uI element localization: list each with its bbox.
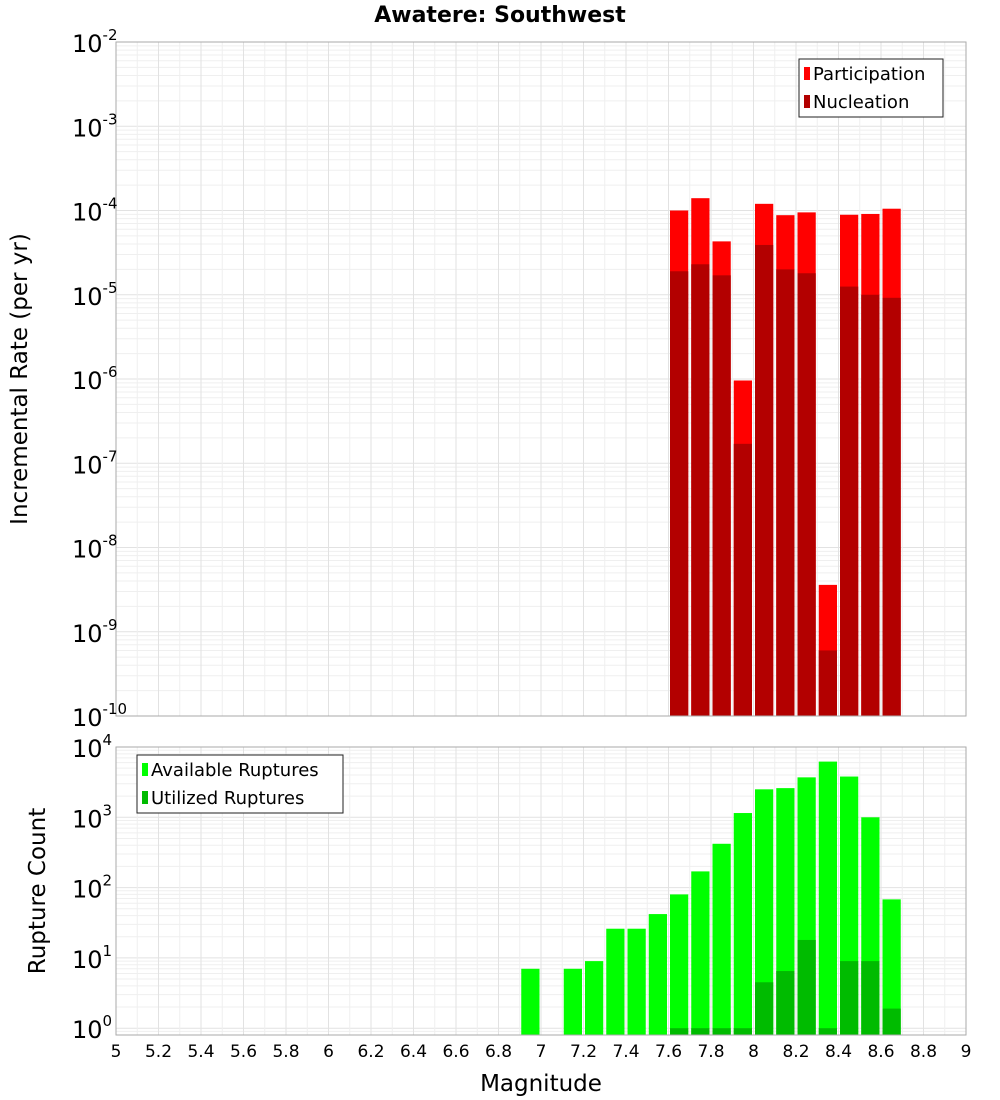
bar-utilized-ruptures-7.85 — [712, 1028, 731, 1035]
bar-nucleation-8.45 — [840, 286, 859, 716]
x-tick-label: 6.6 — [442, 1042, 469, 1062]
y-tick-label: 10-7 — [72, 447, 118, 479]
plot-border — [115, 746, 967, 1036]
bar-utilized-ruptures-8.25 — [797, 939, 816, 1035]
x-tick-label: 5.4 — [187, 1042, 214, 1062]
bar-utilized-ruptures-7.95 — [733, 1028, 752, 1035]
y-tick-label: 10-8 — [72, 532, 118, 564]
panel-2: 104 103 102 101 100 Rupture Count 5 5.2 5.4 5.6 5.… — [25, 731, 971, 1097]
y-tick-label: 10-6 — [72, 363, 118, 395]
bar-available-ruptures-7.25 — [585, 961, 604, 1035]
y-tick-label: 10-4 — [72, 195, 118, 227]
x-tick-label: 6 — [323, 1042, 334, 1062]
legend: Available Ruptures Utilized Ruptures — [136, 754, 344, 814]
bar-available-ruptures-7.95 — [733, 813, 752, 1035]
x-tick-label: 9 — [961, 1042, 972, 1062]
y-tick-label: 10-10 — [72, 700, 127, 732]
y-axis-title: Rupture Count — [25, 808, 51, 974]
x-tick-label: 8 — [748, 1042, 759, 1062]
x-tick-label: 8.8 — [910, 1042, 937, 1062]
y-tick-label: 10-5 — [72, 279, 118, 311]
bar-utilized-ruptures-8.65 — [882, 1008, 901, 1035]
x-tick-label: 7.8 — [697, 1042, 724, 1062]
legend-swatch — [142, 791, 148, 804]
y-tick-label: 103 — [72, 801, 112, 833]
x-tick-label: 5.6 — [230, 1042, 257, 1062]
bar-available-ruptures-7.85 — [712, 843, 731, 1035]
y-tick-label: 100 — [72, 1012, 112, 1044]
x-tick-label: 7.2 — [570, 1042, 597, 1062]
bar-nucleation-7.75 — [691, 264, 710, 716]
legend-swatch — [804, 95, 810, 108]
bar-utilized-ruptures-8.15 — [776, 971, 795, 1035]
x-tick-label: 8.4 — [825, 1042, 852, 1062]
bar-nucleation-7.95 — [733, 443, 752, 716]
bar-available-ruptures-8.65 — [882, 899, 901, 1035]
x-tick-label: 7 — [536, 1042, 547, 1062]
bar-nucleation-8.15 — [776, 269, 795, 716]
bar-nucleation-8.05 — [755, 244, 774, 716]
y-tick-label: 101 — [72, 942, 112, 974]
legend-swatch — [142, 763, 148, 776]
x-tick-label: 6.8 — [485, 1042, 512, 1062]
y-tick-label: 10-2 — [72, 26, 118, 58]
bar-available-ruptures-7.45 — [627, 928, 646, 1035]
x-axis-title: Magnitude — [480, 1071, 602, 1097]
x-tick-label: 5.8 — [272, 1042, 299, 1062]
legend-box — [798, 58, 944, 118]
bar-available-ruptures-7.75 — [691, 871, 710, 1035]
bar-utilized-ruptures-7.75 — [691, 1028, 710, 1035]
legend-label: Utilized Ruptures — [151, 788, 304, 809]
y-tick-label: 102 — [72, 872, 112, 904]
legend-label: Participation — [813, 64, 925, 85]
bar-nucleation-8.65 — [882, 297, 901, 716]
x-tick-label: 5.2 — [145, 1042, 172, 1062]
legend-label: Nucleation — [813, 92, 909, 113]
x-tick-label: 5 — [111, 1042, 122, 1062]
bar-available-ruptures-8.35 — [818, 761, 837, 1035]
legend-box — [136, 754, 344, 814]
bar-utilized-ruptures-8.35 — [818, 1028, 837, 1035]
x-tick-label: 8.6 — [867, 1042, 894, 1062]
bar-nucleation-8.35 — [818, 650, 837, 716]
bar-utilized-ruptures-8.05 — [755, 982, 774, 1035]
bar-available-ruptures-7.35 — [606, 928, 625, 1035]
bar-utilized-ruptures-7.65 — [670, 1028, 689, 1035]
x-tick-label: 6.2 — [357, 1042, 384, 1062]
y-tick-label: 10-3 — [72, 110, 118, 142]
y-axis-title: Incremental Rate (per yr) — [7, 233, 33, 525]
bar-available-ruptures-7.15 — [563, 968, 582, 1035]
bar-nucleation-8.25 — [797, 273, 816, 716]
bar-available-ruptures-6.95 — [521, 968, 540, 1035]
legend-label: Available Ruptures — [151, 760, 319, 781]
bar-available-ruptures-7.65 — [670, 894, 689, 1035]
panel-1: 10-2 10-3 10-4 10-5 10-6 10-7 10-8 10-9 10-10 Inc… — [7, 26, 967, 732]
x-tick-label: 7.4 — [612, 1042, 639, 1062]
y-tick-label: 104 — [72, 731, 112, 763]
x-tick-label: 8.2 — [782, 1042, 809, 1062]
bar-nucleation-7.65 — [670, 271, 689, 716]
bar-nucleation-7.85 — [712, 275, 731, 716]
x-tick-label: 6.4 — [400, 1042, 427, 1062]
legend: Participation Nucleation — [798, 58, 944, 118]
bar-nucleation-8.55 — [861, 294, 880, 716]
bar-available-ruptures-7.55 — [648, 914, 667, 1035]
legend-swatch — [804, 67, 810, 80]
plot-border — [115, 41, 967, 717]
x-tick-label: 7.6 — [655, 1042, 682, 1062]
chart-title: Awatere: Southwest — [374, 3, 626, 28]
bar-utilized-ruptures-8.55 — [861, 961, 880, 1035]
y-tick-label: 10-9 — [72, 616, 118, 648]
bar-available-ruptures-8.05 — [755, 789, 774, 1035]
bar-utilized-ruptures-8.45 — [840, 961, 859, 1035]
